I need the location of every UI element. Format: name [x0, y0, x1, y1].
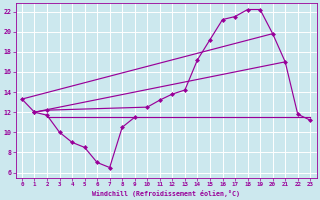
X-axis label: Windchill (Refroidissement éolien,°C): Windchill (Refroidissement éolien,°C) [92, 190, 240, 197]
